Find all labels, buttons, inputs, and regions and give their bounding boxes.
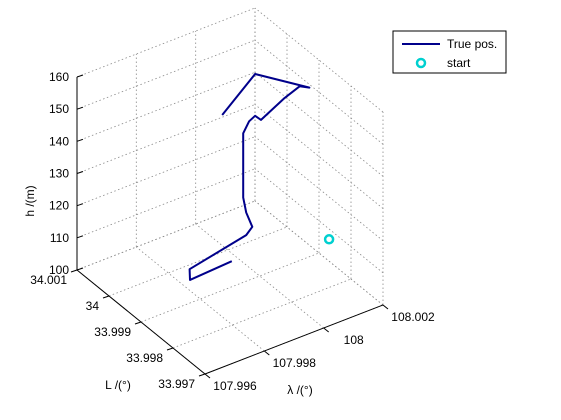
- y-axis-label: L /(°): [105, 378, 131, 392]
- y-tick-label: 33.997: [158, 377, 195, 391]
- side-wall-grid-line: [254, 7, 384, 113]
- side-wall-grid-line: [254, 168, 384, 274]
- side-wall-grid-line: [254, 136, 384, 242]
- y-tick-mark: [166, 347, 174, 351]
- z-tick-label: 150: [49, 102, 69, 116]
- legend-marker-start: [415, 57, 427, 69]
- y-tick-label: 33.999: [94, 325, 131, 339]
- z-tick-label: 130: [49, 167, 69, 181]
- z-tick-mark: [76, 203, 84, 207]
- floor-grid-line: [195, 223, 324, 329]
- x-tick-mark: [323, 327, 330, 333]
- floor-grid-line: [136, 246, 265, 352]
- z-tick-label: 120: [49, 199, 69, 213]
- legend-label-true-pos: True pos.: [447, 37, 497, 51]
- side-wall-grid-line: [254, 104, 384, 209]
- y-tick-mark: [198, 373, 206, 377]
- x-tick-label: 107.996: [213, 379, 257, 393]
- z-tick-mark: [76, 235, 84, 239]
- data-series: [188, 73, 335, 281]
- z-tick-mark: [76, 267, 84, 271]
- z-tick-label: 110: [50, 231, 69, 245]
- x-tick-mark: [382, 304, 389, 310]
- tick-labels: 107.996 107.998 108 108.002 33.997 33.998 33.9…: [30, 70, 435, 393]
- z-tick-mark: [76, 106, 84, 110]
- y-tick-label: 34.001: [30, 273, 67, 287]
- y-tick-label: 34: [86, 299, 100, 313]
- side-wall-grid-line: [254, 200, 384, 306]
- y-tick-mark: [102, 295, 110, 299]
- side-wall-grid-line: [254, 71, 384, 177]
- x-axis-label: λ /(°): [287, 383, 312, 397]
- x-tick-mark: [263, 350, 270, 356]
- z-tick-mark: [76, 74, 84, 78]
- y-tick-mark: [134, 321, 142, 325]
- legend: True pos. start: [392, 30, 507, 74]
- z-tick-mark: [76, 171, 84, 174]
- trajectory-line: [188, 73, 311, 281]
- x-tick-label: 107.998: [273, 356, 317, 370]
- axes-frame: [70, 74, 389, 379]
- x-tick-label: 108: [344, 333, 364, 347]
- z-axis-label: h /(m): [23, 185, 37, 216]
- x-tick-mark: [204, 373, 211, 379]
- legend-label-start: start: [447, 56, 471, 70]
- z-tick-label: 100: [49, 263, 69, 277]
- legend-box: [392, 30, 507, 74]
- y-tick-label: 33.998: [126, 351, 163, 365]
- z-tick-label: 140: [49, 134, 69, 148]
- z-tick-label: 160: [49, 70, 69, 84]
- y-tick-mark: [70, 269, 78, 273]
- start-marker: [323, 234, 335, 245]
- z-tick-mark: [76, 138, 84, 142]
- x-axis-line: [204, 304, 384, 375]
- x-tick-label: 108.002: [391, 310, 435, 324]
- side-wall-grid-line: [254, 39, 384, 145]
